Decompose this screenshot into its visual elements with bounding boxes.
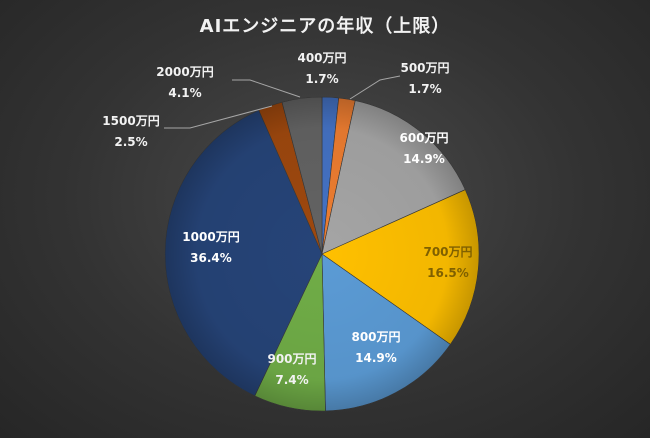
slice-value-label-6: 7.4% xyxy=(275,373,308,387)
leader-line-9 xyxy=(232,79,301,98)
leader-line-8 xyxy=(164,105,273,129)
leader-line-2 xyxy=(349,75,401,100)
slice-value-label-9: 4.1% xyxy=(168,86,201,100)
slice-category-label-9: 2000万円 xyxy=(156,65,213,79)
chart-title: AIエンジニアの年収（上限） xyxy=(199,16,451,37)
slice-value-label-7: 36.4% xyxy=(190,251,232,265)
slice-category-label-6: 900万円 xyxy=(267,352,316,366)
slice-value-label-8: 2.5% xyxy=(114,135,147,149)
slice-value-label-5: 14.9% xyxy=(355,351,397,365)
slice-category-label-4: 700万円 xyxy=(423,245,472,259)
slice-value-label-2: 1.7% xyxy=(408,82,441,96)
slice-value-label-1: 1.7% xyxy=(305,72,338,86)
slice-category-label-1: 400万円 xyxy=(297,51,346,65)
slice-category-label-2: 500万円 xyxy=(400,61,449,75)
slice-value-label-3: 14.9% xyxy=(403,152,445,166)
slice-category-label-3: 600万円 xyxy=(399,131,448,145)
slice-category-label-5: 800万円 xyxy=(351,330,400,344)
slice-category-label-7: 1000万円 xyxy=(182,230,239,244)
slice-value-label-4: 16.5% xyxy=(427,266,469,280)
slice-category-label-8: 1500万円 xyxy=(102,114,159,128)
